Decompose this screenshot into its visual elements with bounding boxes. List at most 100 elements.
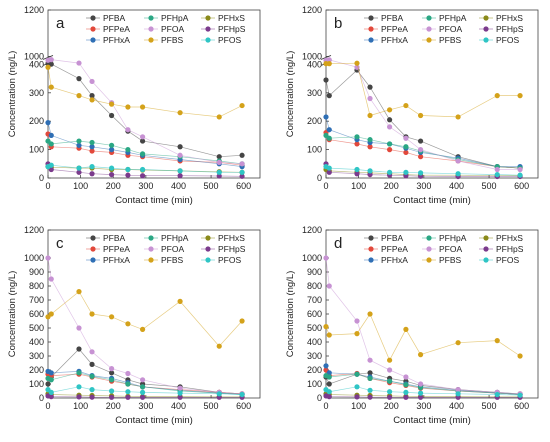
data-point-pfba	[417, 138, 424, 144]
data-point-pfhpa	[109, 377, 115, 383]
x-tick-label: 400	[171, 401, 186, 411]
legend-marker	[368, 246, 374, 252]
data-point-pfhpa	[326, 374, 332, 380]
data-point-pfoa	[455, 158, 461, 164]
data-point-pfhpa	[387, 378, 393, 384]
data-point-pfoa	[387, 367, 393, 373]
data-point-pfos	[354, 384, 360, 390]
data-point-pfos	[139, 166, 146, 173]
y-tick-label: 100	[29, 379, 44, 389]
data-point-pfoa	[76, 325, 82, 331]
x-tick-label: 400	[171, 181, 186, 191]
data-point-pfhxa	[76, 142, 82, 148]
data-point-pfbs	[326, 61, 332, 67]
legend-marker	[368, 26, 374, 32]
plot-frame	[325, 9, 539, 179]
data-point-pfos	[48, 389, 54, 395]
plot-frame	[47, 9, 261, 179]
panel-c: 0 100 200 300 400 500 600 700 800 900 1000 1200 0 100…	[7, 225, 261, 426]
y-tick-label: 0	[39, 173, 44, 183]
data-point-pfos	[109, 165, 115, 171]
legend-marker	[148, 37, 154, 43]
data-point-pfos	[109, 388, 115, 394]
legend-marker	[426, 257, 432, 263]
legend-marker	[426, 37, 432, 43]
legend-marker	[148, 235, 154, 241]
x-axis-label: Contact time (min)	[115, 415, 193, 426]
data-point-pfoa	[139, 134, 146, 140]
data-point-pfoa	[48, 276, 54, 282]
y-tick-label: 0	[317, 393, 322, 403]
data-point-pfos	[76, 165, 82, 171]
data-point-pfhps	[367, 171, 373, 178]
data-point-pfbs	[326, 332, 332, 338]
x-tick-label: 200	[384, 401, 399, 411]
legend-marker	[90, 37, 96, 43]
data-point-pfhps	[109, 394, 115, 400]
data-point-pfhps	[239, 173, 245, 179]
legend-label: PFHxS	[218, 233, 245, 243]
axis-break-mark	[42, 54, 54, 60]
legend-marker	[483, 235, 489, 241]
legend-label: PFOS	[218, 255, 241, 265]
series-line-pfhps	[325, 163, 521, 177]
legend-marker	[426, 235, 432, 241]
x-tick-label: 100	[351, 181, 366, 191]
data-point-pfbs	[89, 311, 95, 317]
y-tick-label: 500	[307, 323, 322, 333]
x-tick-label: 300	[138, 401, 153, 411]
data-point-pfpea	[354, 141, 360, 147]
data-point-pfoa	[139, 377, 146, 383]
y-tick-label: 1200	[24, 5, 44, 15]
legend-label: PFBA	[103, 233, 126, 243]
data-point-pfos	[239, 169, 245, 175]
x-tick-label: 500	[482, 181, 497, 191]
data-point-pfhps	[89, 394, 95, 400]
x-tick-label: 600	[236, 181, 251, 191]
data-point-pfhpa	[403, 382, 409, 388]
data-point-pfba	[139, 138, 146, 144]
series-line-pfoa	[47, 59, 243, 165]
series-line-pfos	[47, 386, 243, 395]
data-point-pfhps	[354, 171, 360, 177]
x-tick-label: 100	[73, 181, 88, 191]
data-point-pfbs	[125, 321, 131, 327]
y-tick-label: 900	[29, 267, 44, 277]
data-point-pfos	[89, 387, 95, 393]
series-line-pfba	[47, 63, 243, 158]
panel-d: 0 100 200 300 400 500 600 700 800 900 1000 1200 0 100…	[285, 225, 539, 426]
series-line-pfos	[325, 386, 521, 396]
data-point-pfoa	[323, 255, 329, 261]
data-point-pfbs	[89, 97, 95, 103]
data-point-pfhps	[109, 171, 115, 178]
data-point-pfba	[367, 370, 373, 376]
data-point-pfos	[48, 162, 54, 168]
data-point-pfbs	[239, 318, 245, 324]
legend-label: PFHxS	[218, 13, 245, 23]
series-line-pfhxs	[325, 169, 521, 177]
data-point-pfos	[367, 168, 373, 174]
data-point-pfbs	[125, 104, 131, 110]
data-point-pfpea	[403, 149, 409, 156]
legend-marker	[90, 246, 96, 252]
data-point-pfoa	[517, 166, 523, 173]
legend-label: PFOA	[161, 24, 184, 34]
y-tick-label: 200	[29, 116, 44, 126]
data-point-pfos	[387, 169, 393, 175]
legend-label: PFHpS	[218, 244, 246, 254]
legend-label: PFHpA	[439, 13, 467, 23]
data-point-pfbs	[45, 64, 51, 70]
data-point-pfhpa	[139, 384, 146, 390]
data-point-pfbs	[517, 93, 523, 99]
data-point-pfbs	[109, 314, 115, 320]
y-tick-label: 1000	[24, 253, 44, 263]
x-tick-label: 100	[351, 401, 366, 411]
y-tick-label: 1200	[24, 225, 44, 235]
panel-letter: a	[56, 15, 65, 32]
data-point-pfhpa	[367, 137, 373, 143]
legend-label: PFHpA	[161, 233, 189, 243]
y-axis-label: Concentration (ng/L)	[285, 51, 296, 138]
data-point-pfbs	[76, 289, 82, 295]
y-tick-label: 400	[307, 59, 322, 69]
data-point-pfos	[417, 390, 424, 396]
